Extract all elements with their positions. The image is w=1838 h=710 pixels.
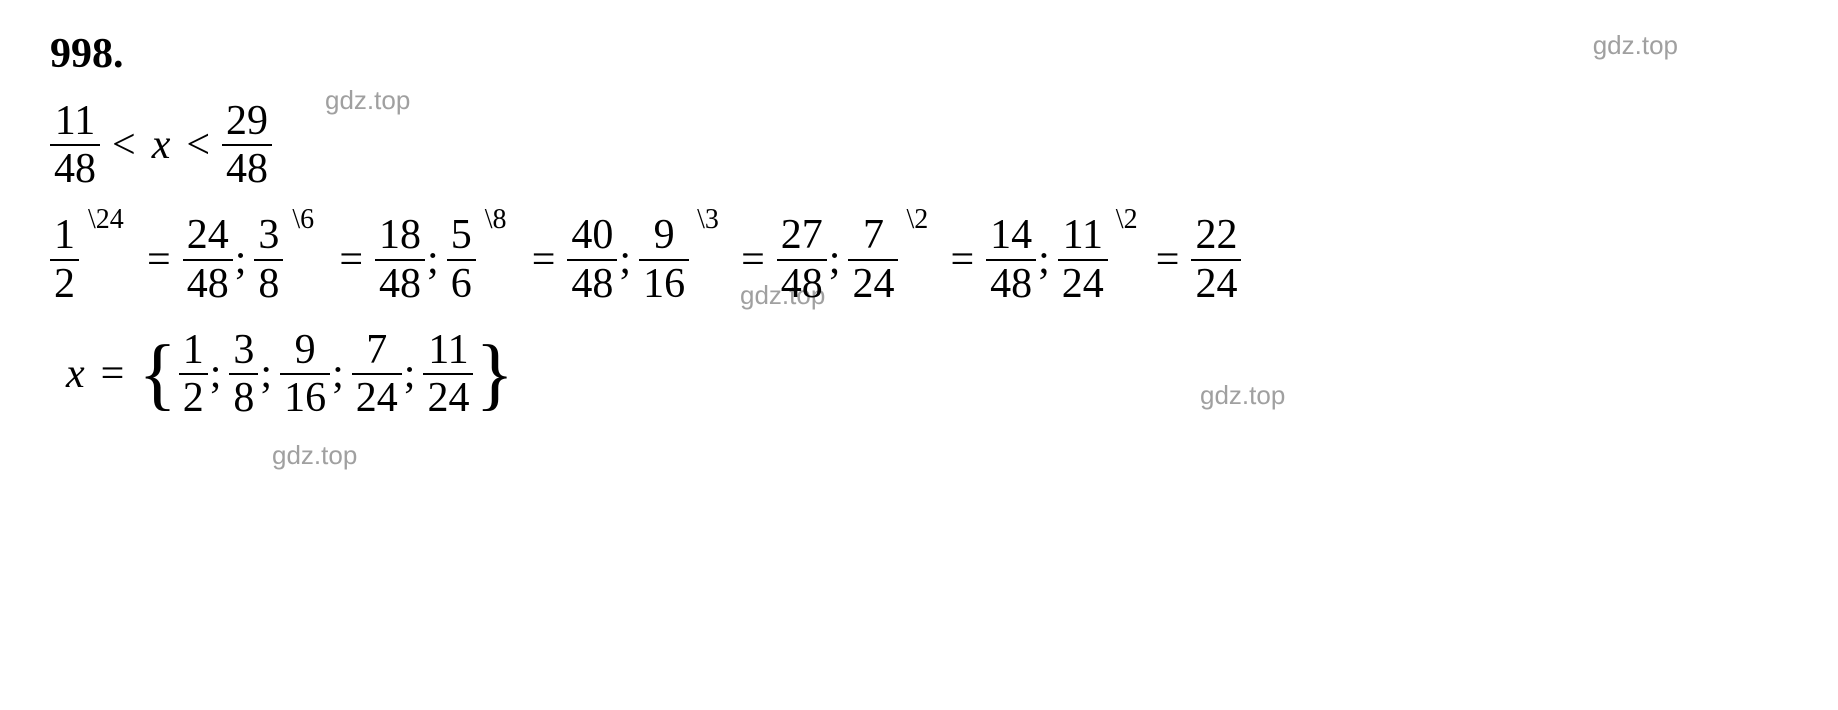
denominator: 48: [375, 259, 425, 307]
denominator: 24: [352, 373, 402, 421]
watermark-1: gdz.top: [1593, 30, 1678, 61]
numerator: 14: [986, 212, 1036, 258]
numerator: 18: [375, 212, 425, 258]
numerator: 27: [777, 212, 827, 258]
equals: =: [147, 236, 171, 284]
denominator: 48: [777, 259, 827, 307]
denominator: 8: [254, 259, 283, 307]
superscript: \3: [697, 204, 719, 236]
separator: ;: [210, 350, 222, 398]
numerator: 29: [222, 98, 272, 144]
fraction-5-6: 5 6 \8: [447, 212, 476, 306]
set-fraction-9-16: 9 16: [280, 327, 330, 421]
fraction-29-48: 29 48: [222, 98, 272, 192]
fraction-1-2: 1 2 \24: [50, 212, 79, 306]
set-fraction-1-2: 1 2: [179, 327, 208, 421]
superscript: \2: [1116, 204, 1138, 236]
fraction-22-24: 22 24: [1191, 212, 1241, 306]
problem-number: 998.: [50, 30, 1788, 78]
numerator: 11: [424, 327, 472, 373]
separator: ;: [1038, 236, 1050, 284]
separator: ;: [260, 350, 272, 398]
inequality-row: 11 48 < x < 29 48: [50, 98, 1788, 192]
denominator: 48: [50, 144, 100, 192]
numerator: 3: [254, 212, 283, 258]
numerator: 40: [567, 212, 617, 258]
denominator: 48: [222, 144, 272, 192]
denominator: 48: [567, 259, 617, 307]
denominator: 2: [179, 373, 208, 421]
separator: ;: [235, 236, 247, 284]
equals: =: [101, 350, 125, 398]
fraction-18-48: 18 48: [375, 212, 425, 306]
numerator: 11: [1059, 212, 1107, 258]
watermark-2: gdz.top: [325, 85, 410, 116]
superscript: \2: [906, 204, 928, 236]
separator: ;: [332, 350, 344, 398]
variable-x: x: [66, 350, 85, 398]
fraction-3-8: 3 8 \6: [254, 212, 283, 306]
separator: ;: [829, 236, 841, 284]
denominator: 16: [280, 373, 330, 421]
equals: =: [339, 236, 363, 284]
numerator: 5: [447, 212, 476, 258]
denominator: 8: [229, 373, 258, 421]
watermark-4: gdz.top: [1200, 380, 1285, 411]
numerator: 9: [650, 212, 679, 258]
denominator: 24: [1191, 259, 1241, 307]
superscript: \8: [485, 204, 507, 236]
fraction-14-48: 14 48: [986, 212, 1036, 306]
less-than-1: <: [112, 121, 136, 169]
denominator: 6: [447, 259, 476, 307]
brace-right: }: [475, 354, 513, 394]
denominator: 16: [639, 259, 689, 307]
superscript: \24: [88, 204, 124, 236]
denominator: 24: [1058, 259, 1108, 307]
equals: =: [950, 236, 974, 284]
watermark-5: gdz.top: [272, 440, 357, 471]
fraction-7-24: 7 24 \2: [848, 212, 898, 306]
denominator: 2: [50, 259, 79, 307]
numerator: 11: [51, 98, 99, 144]
numerator: 1: [179, 327, 208, 373]
equals: =: [1156, 236, 1180, 284]
numerator: 7: [859, 212, 888, 258]
fraction-11-48: 11 48: [50, 98, 100, 192]
numerator: 1: [50, 212, 79, 258]
fraction-9-16: 9 16 \3: [639, 212, 689, 306]
variable-x: x: [152, 121, 171, 169]
set-fraction-7-24: 7 24: [352, 327, 402, 421]
separator: ;: [404, 350, 416, 398]
separator: ;: [619, 236, 631, 284]
fraction-40-48: 40 48: [567, 212, 617, 306]
denominator: 48: [183, 259, 233, 307]
fraction-24-48: 24 48: [183, 212, 233, 306]
numerator: 3: [229, 327, 258, 373]
less-than-2: <: [186, 121, 210, 169]
numerator: 7: [362, 327, 391, 373]
fraction-11-24: 11 24 \2: [1058, 212, 1108, 306]
separator: ;: [427, 236, 439, 284]
equals: =: [741, 236, 765, 284]
fraction-27-48: 27 48: [777, 212, 827, 306]
conversions-row: 1 2 \24 = 24 48 ; 3 8 \6 = 18 48 ; 5 6 \…: [50, 212, 1788, 306]
set-fraction-11-24: 11 24: [423, 327, 473, 421]
solution-row: x = { 1 2 ; 3 8 ; 9 16 ; 7 24 ; 11 24 }: [62, 327, 1788, 421]
set-fraction-3-8: 3 8: [229, 327, 258, 421]
superscript: \6: [292, 204, 314, 236]
brace-left: {: [138, 354, 176, 394]
numerator: 9: [291, 327, 320, 373]
equals: =: [532, 236, 556, 284]
numerator: 22: [1191, 212, 1241, 258]
denominator: 48: [986, 259, 1036, 307]
denominator: 24: [423, 373, 473, 421]
denominator: 24: [848, 259, 898, 307]
numerator: 24: [183, 212, 233, 258]
